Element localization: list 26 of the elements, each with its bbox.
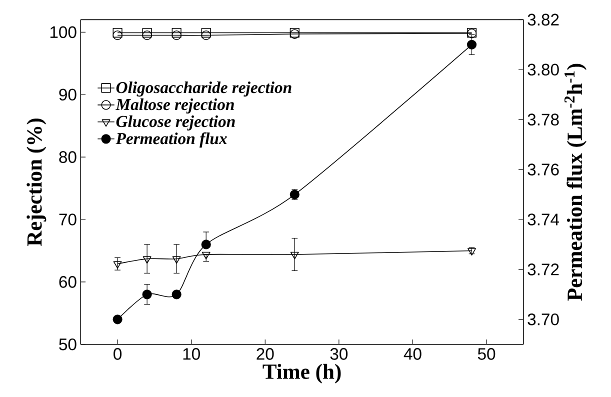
y-axis-title: Rejection (%)	[26, 118, 46, 246]
legend-label: Oligosaccharide rejection	[116, 82, 292, 97]
y-tick-label: 70	[59, 214, 76, 226]
legend-label: Permeation flux	[116, 132, 227, 148]
y-tick-label: 100	[50, 26, 76, 38]
y-tick-label: 90	[59, 88, 76, 101]
y2-tick-label: 3.76	[528, 164, 559, 176]
y2-tick-label: 3.78	[528, 114, 559, 126]
x-tick-label: 30	[330, 348, 348, 360]
y2-tick-label: 3.82	[528, 14, 559, 26]
x-tick-label: 40	[404, 348, 422, 360]
y2-tick-label: 3.70	[528, 314, 559, 326]
x-axis-title: Time (h)	[262, 364, 341, 384]
y-tick-label: 60	[59, 276, 76, 288]
x-tick-label: 50	[478, 348, 496, 360]
legend-label: Maltose rejection	[116, 98, 234, 114]
legend-label: Glucose rejection	[116, 116, 235, 131]
y-tick-label: 80	[59, 151, 76, 164]
y2-axis-title: Permeation flux (Lm$^{-2}$h$^{-1}$)	[564, 64, 586, 301]
y2-tick-label: 3.72	[528, 264, 559, 276]
x-tick-label: 0	[114, 348, 122, 360]
x-tick-label: 20	[256, 348, 274, 360]
y2-tick-label: 3.74	[528, 214, 560, 226]
y2-tick-label: 3.80	[528, 64, 559, 76]
y-tick-label: 50	[59, 338, 76, 351]
x-tick-label: 10	[183, 348, 200, 360]
